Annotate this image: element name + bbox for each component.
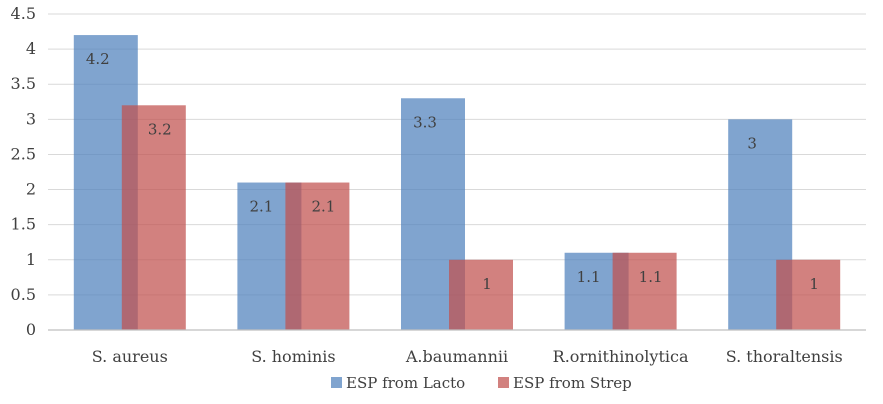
- y-tick-label: 0.5: [11, 285, 36, 304]
- y-tick-label: 4.5: [11, 4, 36, 23]
- data-labels: 4.2 3.2 2.1 2.1 3.3 1 1.1 1.1 3 1: [86, 50, 819, 293]
- y-tick-label: 1: [26, 250, 36, 269]
- bar-strep: [121, 105, 186, 331]
- bar-strep: [612, 252, 677, 330]
- x-category-label: S. thoraltensis: [726, 347, 843, 366]
- data-label: 3.3: [413, 113, 437, 131]
- legend-label: ESP from Strep: [513, 374, 632, 392]
- x-axis-category-labels: S. aureus S. hominis A.baumannii R.ornithin…: [92, 347, 843, 366]
- bar-strep: [449, 259, 513, 330]
- y-tick-label: 3.5: [11, 74, 36, 93]
- data-label: 2.1: [249, 198, 273, 216]
- legend-swatch: [498, 377, 509, 388]
- y-tick-label: 0: [26, 320, 36, 339]
- x-category-label: S. hominis: [251, 347, 335, 366]
- data-label: 1: [482, 275, 492, 293]
- y-tick-label: 4: [26, 39, 36, 58]
- data-label: 1: [809, 275, 819, 293]
- y-tick-label: 2: [26, 180, 36, 199]
- bar-strep: [776, 259, 841, 330]
- y-axis-tick-labels: 0 0.5 1 1.5 2 2.5 3 3.5 4 4.5: [11, 4, 36, 339]
- bars: [73, 35, 841, 331]
- y-tick-label: 3: [26, 109, 36, 128]
- data-label: 3.2: [148, 120, 172, 138]
- data-label: 4.2: [86, 50, 110, 68]
- bar-strep: [285, 182, 350, 330]
- data-label: 1.1: [639, 268, 663, 286]
- y-tick-label: 2.5: [11, 144, 36, 163]
- data-label: 1.1: [577, 268, 601, 286]
- x-category-label: S. aureus: [92, 347, 168, 366]
- legend-label: ESP from Lacto: [346, 374, 465, 392]
- x-category-label: A.baumannii: [405, 347, 508, 366]
- legend-swatch: [331, 377, 342, 388]
- data-label: 3: [747, 134, 757, 152]
- y-tick-label: 1.5: [11, 215, 36, 234]
- legend: ESP from Lacto ESP from Strep: [331, 374, 632, 392]
- data-label: 2.1: [311, 198, 335, 216]
- x-category-label: R.ornithinolytica: [553, 347, 689, 366]
